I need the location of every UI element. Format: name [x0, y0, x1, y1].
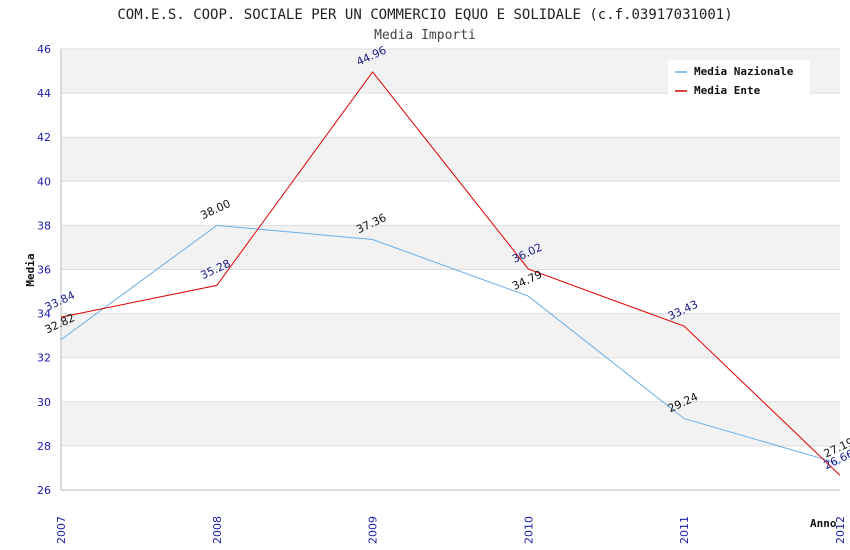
series-line-media-nazionale	[60, 224, 841, 465]
plot-band	[61, 445, 840, 490]
y-tick-label: 28	[37, 440, 51, 453]
plot-band	[61, 401, 840, 446]
legend-box	[668, 60, 810, 100]
axes	[60, 49, 840, 491]
y-tick-label: 26	[37, 484, 51, 497]
x-axis-label: Anno	[810, 517, 837, 530]
x-tick-label: 2007	[55, 516, 68, 544]
x-tick-label: 2012	[834, 516, 847, 544]
plot-bands	[61, 49, 840, 490]
y-tick-label: 40	[37, 175, 51, 188]
x-tick-label: 2009	[367, 516, 380, 544]
legend-label-media-ente: Media Ente	[694, 84, 761, 97]
chart-title: COM.E.S. COOP. SOCIALE PER UN COMMERCIO …	[117, 7, 732, 23]
y-tick-label: 30	[37, 396, 51, 409]
y-tick-label: 32	[37, 352, 51, 365]
plot-band	[61, 269, 840, 314]
y-axis-label: Media	[24, 253, 37, 286]
x-tick-label: 2011	[678, 516, 691, 544]
y-tick-label: 42	[37, 131, 51, 144]
plot-band	[61, 225, 840, 270]
chart-subtitle: Media Importi	[374, 28, 476, 43]
y-tick-labels: 26 28 30 32 34 36 38 40 42 44 46	[37, 43, 51, 497]
x-tick-label: 2008	[211, 516, 224, 544]
series-line-media-ente	[60, 71, 841, 476]
plot-band	[61, 181, 840, 226]
y-tick-label: 34	[37, 308, 51, 321]
y-tick-label: 46	[37, 43, 51, 56]
x-tick-labels: 2007 2008 2009 2010 2011 2012	[55, 516, 847, 544]
y-tick-label: 44	[37, 87, 51, 100]
plot-band	[61, 137, 840, 182]
plot-band	[61, 93, 840, 138]
legend: Media Nazionale Media Ente	[668, 60, 810, 100]
series-lines	[60, 71, 841, 476]
y-tick-label: 36	[37, 264, 51, 277]
legend-label-media-nazionale: Media Nazionale	[694, 65, 794, 78]
plot-band	[61, 313, 840, 358]
x-tick-label: 2010	[522, 516, 535, 544]
y-tick-label: 38	[37, 219, 51, 232]
plot-band	[61, 357, 840, 402]
